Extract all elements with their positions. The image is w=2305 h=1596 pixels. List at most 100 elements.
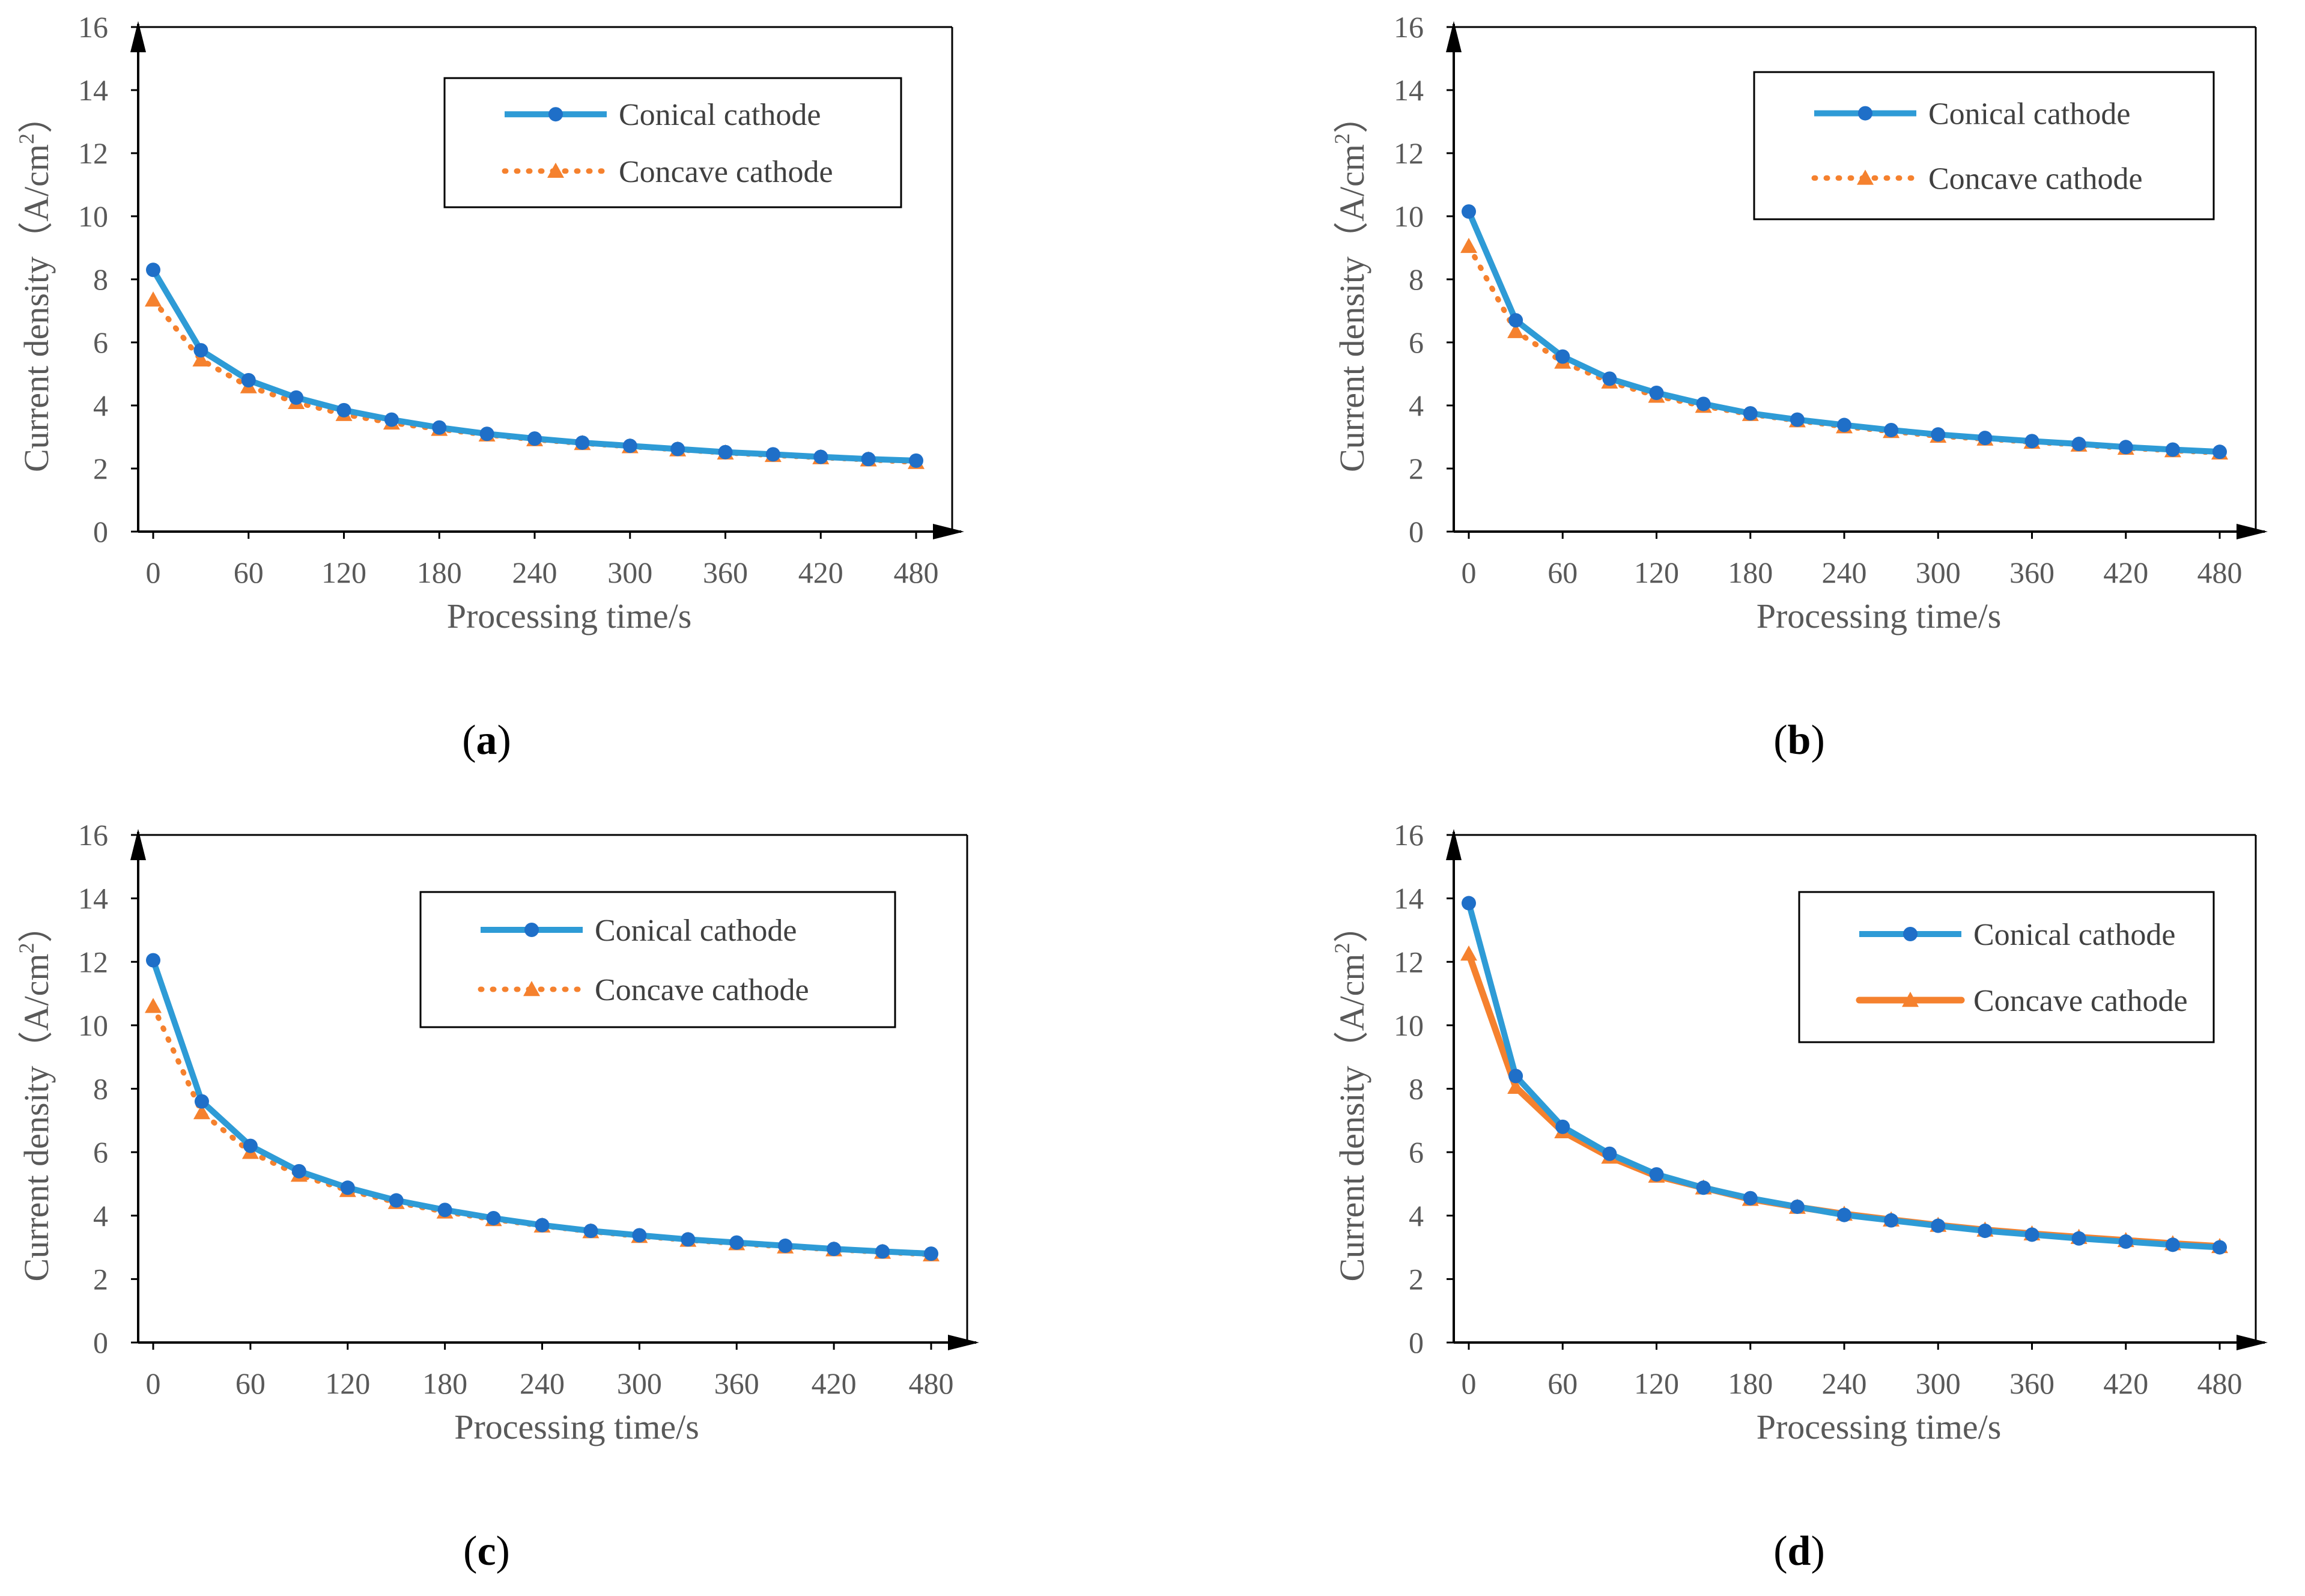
legend-label-concave-cathode: Concave cathode <box>1973 984 2188 1018</box>
legend-swatch-conical-marker <box>548 107 563 122</box>
data-point-conical-cathode <box>2024 1227 2039 1242</box>
y-tick-label: 0 <box>1409 1326 1424 1359</box>
x-tick-label: 60 <box>1547 1367 1578 1400</box>
x-tick-label: 420 <box>798 556 843 589</box>
y-tick-label: 6 <box>93 326 108 359</box>
panel-label-open: ( <box>1773 717 1787 763</box>
data-point-conical-cathode <box>486 1210 501 1225</box>
chart-panel-a: 0 2 4 6 8 10 12 14 16 0 60 120 180 240 300 360 420 480 Pro… <box>14 10 964 763</box>
y-axis-title-superscript: 2 <box>1330 942 1354 953</box>
x-tick-label: 120 <box>325 1367 370 1400</box>
x-tick-label: 420 <box>2103 1367 2148 1400</box>
data-point-conical-cathode <box>146 953 160 968</box>
data-point-conical-cathode <box>765 447 780 462</box>
x-tick-label: 0 <box>1462 556 1477 589</box>
data-point-conical-cathode <box>909 453 923 468</box>
data-point-concave-cathode <box>145 998 162 1013</box>
data-point-conical-cathode <box>527 431 542 446</box>
data-point-conical-cathode <box>2165 442 2180 457</box>
data-point-concave-cathode <box>1460 237 1477 253</box>
legend-label-conical-cathode: Conical cathode <box>1973 918 2175 952</box>
series-line-conical-cathode <box>1466 210 2220 455</box>
data-point-conical-cathode <box>1837 417 1851 432</box>
data-point-concave-cathode <box>1507 1078 1525 1094</box>
x-tick-label: 360 <box>703 556 748 589</box>
y-tick-label: 0 <box>1409 515 1424 548</box>
data-point-conical-cathode <box>340 1180 355 1195</box>
data-point-conical-cathode <box>2165 1237 2180 1252</box>
x-tick-label: 300 <box>617 1367 662 1400</box>
data-point-conical-cathode <box>1696 396 1711 411</box>
y-tick-label: 8 <box>1409 1072 1424 1106</box>
x-axis-title: Processing time/s <box>1757 1407 2002 1446</box>
legend-swatch-concave-marker <box>523 981 540 997</box>
data-point-conical-cathode <box>1790 412 1805 427</box>
y-axis-title-main: Current density（A/cm <box>1332 144 1371 472</box>
y-tick-label: 16 <box>78 10 108 44</box>
legend: Conical cathode Concave cathode <box>443 77 902 208</box>
data-point-conical-cathode <box>622 438 637 454</box>
data-point-conical-cathode <box>1602 371 1617 386</box>
y-tick-label: 6 <box>1409 326 1424 359</box>
data-point-conical-cathode <box>2118 1234 2133 1249</box>
data-point-conical-cathode <box>194 1094 209 1109</box>
panel-label-open: ( <box>462 717 476 763</box>
y-axis-title-superscript: 2 <box>14 942 38 953</box>
panel-label-close: ) <box>497 717 511 763</box>
y-tick-label: 12 <box>1394 945 1424 979</box>
x-axis-title: Processing time/s <box>454 1407 699 1446</box>
data-point-conical-cathode <box>1978 431 1993 446</box>
x-tick-label: 240 <box>1822 1367 1867 1400</box>
data-point-conical-cathode <box>670 441 685 457</box>
data-point-conical-cathode <box>875 1244 890 1259</box>
x-tick-label: 60 <box>235 1367 266 1400</box>
data-point-conical-cathode <box>1884 422 1899 437</box>
data-point-conical-cathode <box>924 1246 938 1261</box>
x-tick-label: 480 <box>2197 1367 2243 1400</box>
data-point-concave-cathode <box>1507 323 1525 338</box>
panel-label-open: ( <box>1773 1528 1787 1574</box>
data-point-conical-cathode <box>384 412 399 427</box>
x-tick-label: 60 <box>234 556 264 589</box>
x-tick-label: 180 <box>1728 556 1773 589</box>
y-tick-label: 6 <box>1409 1135 1424 1169</box>
y-tick-label: 0 <box>93 1326 108 1359</box>
legend-label-conical-cathode: Conical cathode <box>595 914 797 948</box>
panel-label-close: ) <box>1811 1528 1824 1574</box>
y-tick-label: 2 <box>93 452 108 485</box>
data-point-conical-cathode <box>2118 440 2133 455</box>
x-tick-label: 180 <box>417 556 462 589</box>
y-tick-label: 2 <box>1409 452 1424 485</box>
x-axis-arrow <box>2237 1335 2268 1350</box>
data-point-conical-cathode <box>2212 1240 2227 1255</box>
x-tick-label: 300 <box>1916 556 1961 589</box>
y-axis-title: Current density（A/cm2） <box>1330 908 1371 1281</box>
data-point-concave-cathode <box>1460 945 1477 961</box>
y-tick-label: 16 <box>1394 818 1424 852</box>
data-point-conical-cathode <box>718 445 733 460</box>
panel-label: (d) <box>1773 1528 1825 1574</box>
x-tick-label: 120 <box>321 556 366 589</box>
y-axis-title-superscript: 2 <box>14 133 38 144</box>
panel-label-letter: a <box>476 717 497 763</box>
legend-label-concave-cathode: Concave cathode <box>595 973 809 1007</box>
y-tick-label: 4 <box>93 389 108 422</box>
data-point-conical-cathode <box>1931 1218 1946 1233</box>
legend: Conical cathode Concave cathode <box>1753 71 2215 220</box>
y-tick-label: 10 <box>1394 199 1424 233</box>
data-point-conical-cathode <box>2212 445 2227 460</box>
y-axis-title: Current density（A/cm2） <box>14 908 56 1281</box>
data-point-conical-cathode <box>1602 1146 1617 1161</box>
y-tick-label: 2 <box>1409 1262 1424 1296</box>
x-tick-label: 240 <box>512 556 557 589</box>
data-point-conical-cathode <box>1462 896 1476 911</box>
x-tick-label: 120 <box>1634 1367 1679 1400</box>
x-tick-label: 60 <box>1547 556 1578 589</box>
legend-swatch-conical-marker <box>1903 927 1918 941</box>
x-tick-label: 480 <box>909 1367 954 1400</box>
x-tick-label: 0 <box>146 1367 161 1400</box>
x-tick-label: 240 <box>520 1367 565 1400</box>
data-point-conical-cathode <box>575 435 590 450</box>
data-point-conical-cathode <box>1649 1167 1664 1182</box>
data-point-conical-cathode <box>1462 204 1476 219</box>
